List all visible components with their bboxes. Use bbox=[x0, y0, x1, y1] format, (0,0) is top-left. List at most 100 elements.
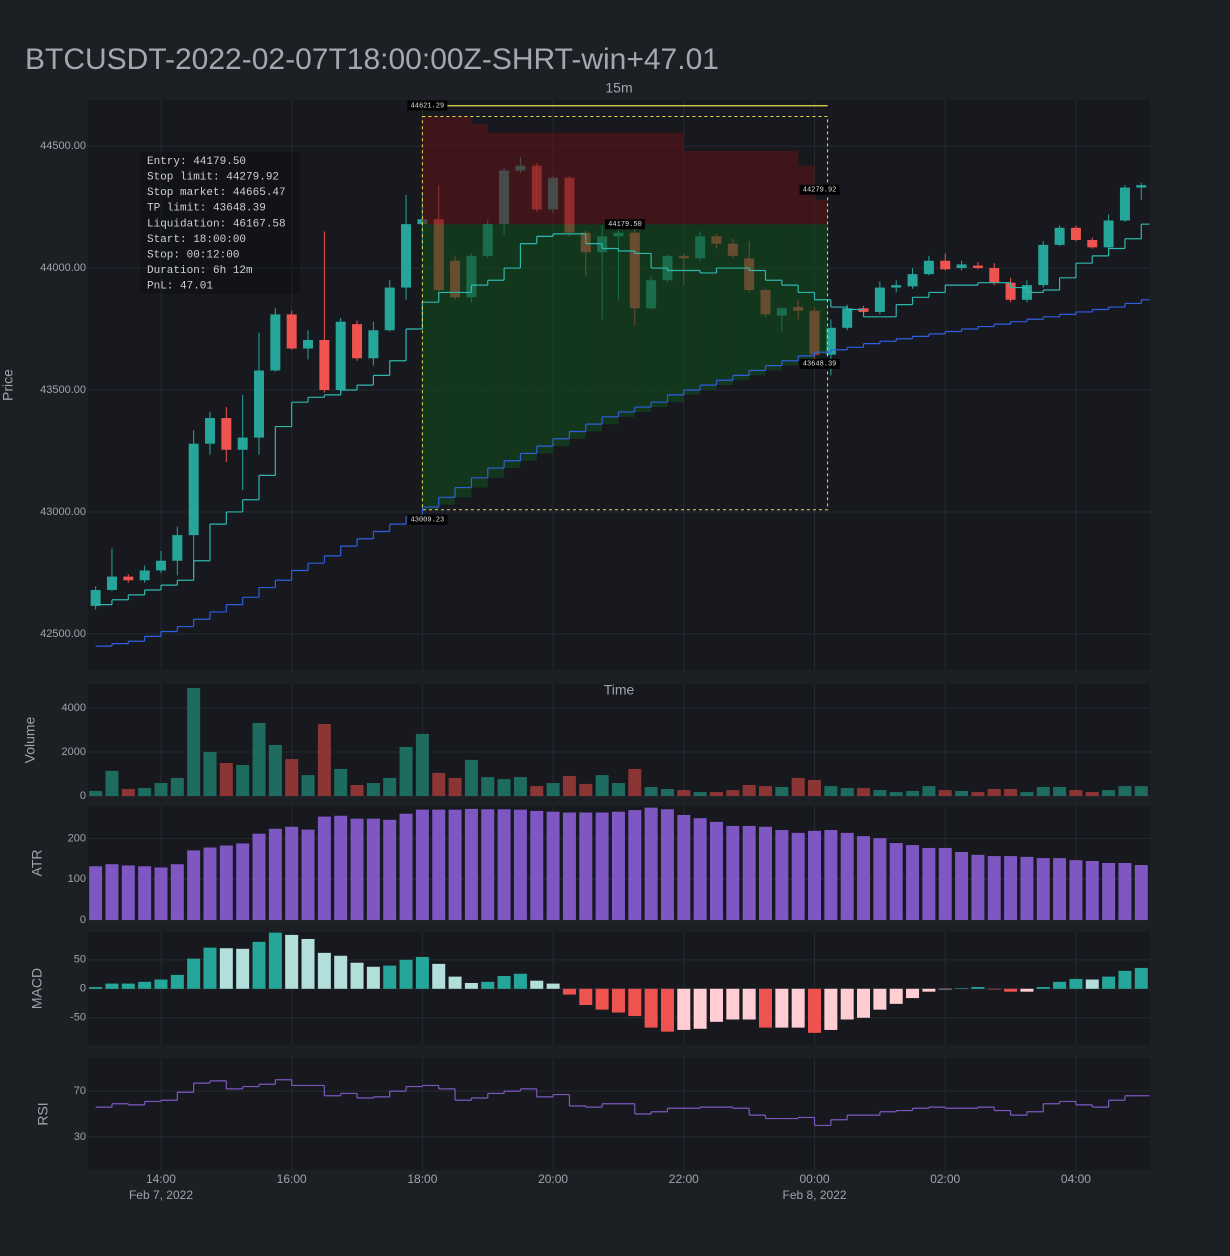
bar bbox=[546, 783, 560, 796]
bar bbox=[726, 825, 740, 920]
bar bbox=[628, 810, 642, 920]
bar bbox=[922, 786, 936, 796]
level-tag-label: 44179.50 bbox=[608, 221, 642, 229]
bar bbox=[236, 948, 250, 989]
bar bbox=[1020, 988, 1034, 992]
bar bbox=[334, 955, 348, 989]
bar bbox=[464, 982, 478, 989]
y-tick-label: 43500.00 bbox=[40, 384, 86, 396]
bar bbox=[121, 788, 135, 796]
bar bbox=[808, 830, 822, 920]
bar bbox=[971, 987, 985, 989]
stop-zone bbox=[781, 150, 799, 225]
bar bbox=[824, 830, 838, 920]
y-tick-label: 200 bbox=[68, 832, 86, 844]
candle-body bbox=[1038, 244, 1049, 286]
bar bbox=[628, 988, 642, 1017]
bar bbox=[154, 783, 168, 796]
candle-body bbox=[384, 287, 395, 331]
bar bbox=[334, 815, 348, 920]
bar bbox=[677, 988, 691, 1030]
bar bbox=[579, 988, 593, 1006]
bar bbox=[889, 843, 903, 920]
bar bbox=[415, 733, 429, 796]
target-zone bbox=[814, 224, 828, 354]
bar bbox=[987, 788, 1001, 796]
candle-body bbox=[842, 308, 853, 328]
bar bbox=[481, 777, 495, 796]
level-tag-background bbox=[799, 358, 840, 369]
bar bbox=[317, 952, 331, 989]
bar bbox=[1069, 860, 1083, 920]
target-zone bbox=[732, 224, 750, 381]
bar bbox=[611, 783, 625, 796]
bar bbox=[301, 775, 315, 796]
bar bbox=[808, 779, 822, 796]
x-tick-label: 02:00 bbox=[930, 1172, 960, 1186]
candle-body bbox=[989, 268, 1000, 283]
bar bbox=[775, 830, 789, 920]
bar bbox=[105, 983, 119, 989]
bar bbox=[840, 832, 854, 920]
bar bbox=[236, 843, 250, 920]
stop-zone bbox=[618, 132, 635, 225]
bar bbox=[350, 962, 364, 989]
y-axis-title: MACD bbox=[29, 968, 45, 1009]
bar bbox=[562, 988, 576, 995]
bar bbox=[987, 856, 1001, 920]
candle-body bbox=[204, 418, 215, 444]
stop-zone bbox=[455, 116, 472, 225]
bar bbox=[1004, 988, 1018, 992]
y-tick-label: 100 bbox=[68, 873, 86, 885]
bar bbox=[1004, 856, 1018, 920]
bar bbox=[1085, 979, 1099, 989]
bar bbox=[464, 808, 478, 920]
bar bbox=[1053, 786, 1067, 796]
bar bbox=[693, 792, 707, 796]
bar bbox=[873, 838, 887, 920]
bar bbox=[873, 988, 887, 1010]
x-tick-label: 00:00 bbox=[800, 1172, 830, 1186]
bar bbox=[693, 818, 707, 920]
bar bbox=[857, 988, 871, 1018]
bar bbox=[317, 816, 331, 920]
level-tag-label: 44621.29 bbox=[411, 102, 445, 110]
y-axis-title: Volume bbox=[22, 716, 38, 763]
bar bbox=[285, 759, 299, 796]
bar bbox=[759, 786, 773, 796]
bar bbox=[611, 811, 625, 920]
bar bbox=[644, 807, 658, 920]
bar bbox=[677, 814, 691, 920]
candle-body bbox=[1136, 185, 1147, 188]
y-axis-title: ATR bbox=[29, 850, 45, 877]
target-zone bbox=[749, 224, 766, 376]
bar bbox=[187, 687, 201, 796]
target-zone bbox=[569, 224, 586, 439]
candle-body bbox=[286, 314, 297, 349]
bar bbox=[350, 784, 364, 796]
bar bbox=[660, 988, 674, 1032]
x-tick-label: 16:00 bbox=[277, 1172, 307, 1186]
target-zone bbox=[553, 224, 570, 447]
bar bbox=[203, 847, 217, 920]
bar bbox=[89, 866, 103, 920]
candle-body bbox=[123, 576, 134, 581]
candle-body bbox=[90, 590, 101, 606]
bar bbox=[660, 788, 674, 796]
target-zone bbox=[683, 224, 701, 395]
x-axis-title: Time bbox=[604, 682, 635, 698]
y-tick-label: 50 bbox=[74, 954, 86, 966]
x-tick-label: 20:00 bbox=[538, 1172, 568, 1186]
info-line: PnL: 47.01 bbox=[147, 281, 213, 293]
bar bbox=[236, 764, 250, 796]
x-date-label: Feb 8, 2022 bbox=[782, 1188, 846, 1202]
bar bbox=[138, 788, 152, 796]
bar bbox=[775, 988, 789, 1028]
stop-zone bbox=[765, 150, 782, 225]
target-zone bbox=[438, 224, 456, 505]
candle-body bbox=[401, 224, 412, 288]
bar bbox=[595, 812, 609, 920]
panel-background bbox=[88, 1058, 1150, 1170]
bar bbox=[971, 854, 985, 920]
